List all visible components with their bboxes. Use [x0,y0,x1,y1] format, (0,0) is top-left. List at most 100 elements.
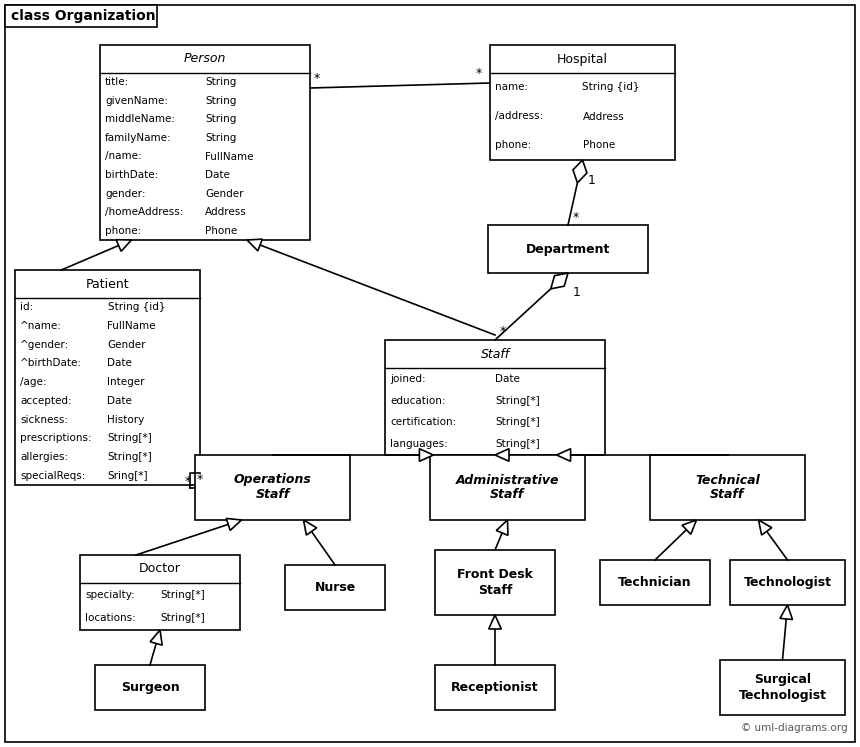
Text: Phone: Phone [205,226,237,236]
Text: class Organization: class Organization [11,9,156,23]
Text: joined:: joined: [390,374,426,384]
Text: languages:: languages: [390,439,448,449]
Bar [730,560,845,605]
Text: String[*]: String[*] [495,439,540,449]
Text: String: String [205,133,236,143]
Text: String {id}: String {id} [108,303,165,312]
Text: title:: title: [105,77,129,87]
Polygon shape [780,605,793,619]
Text: Date: Date [495,374,520,384]
Text: *: * [476,67,482,80]
Text: Surgical
Technologist: Surgical Technologist [739,674,826,701]
Text: allergies:: allergies: [20,452,68,462]
Text: Surgeon: Surgeon [120,681,180,694]
Polygon shape [247,239,262,251]
Polygon shape [495,449,509,462]
Text: String {id}: String {id} [582,82,640,93]
Polygon shape [116,240,132,251]
Bar [650,455,805,520]
Text: FullName: FullName [205,152,254,161]
Text: Staff: Staff [481,347,510,361]
Text: Technician: Technician [618,576,691,589]
Text: String[*]: String[*] [108,433,152,443]
Text: String[*]: String[*] [160,589,205,600]
Text: sickness:: sickness: [20,415,68,424]
Bar [430,455,585,520]
Text: String: String [205,77,236,87]
Polygon shape [226,518,242,530]
Polygon shape [496,520,508,536]
Text: *: * [500,326,507,338]
Text: ^name:: ^name: [20,321,62,331]
Text: Gender: Gender [108,340,146,350]
Text: certification:: certification: [390,418,457,427]
Text: Front Desk
Staff: Front Desk Staff [457,568,533,597]
Text: id:: id: [20,303,34,312]
Bar [195,455,350,520]
Bar [285,565,385,610]
Text: middleName:: middleName: [105,114,175,125]
Text: /age:: /age: [20,377,46,387]
Text: /homeAddress:: /homeAddress: [105,207,183,217]
Text: /name:: /name: [105,152,142,161]
Text: familyName:: familyName: [105,133,172,143]
Text: *: * [573,211,580,223]
Text: /address:: /address: [495,111,544,122]
Text: phone:: phone: [105,226,141,236]
Text: phone:: phone: [495,140,531,150]
Bar [490,45,675,160]
Text: © uml-diagrams.org: © uml-diagrams.org [741,723,848,733]
Bar [95,665,205,710]
Bar [100,45,310,240]
Polygon shape [682,520,697,534]
Text: *: * [197,473,203,486]
Text: Technologist: Technologist [744,576,832,589]
Text: Patient: Patient [86,277,129,291]
Text: ^gender:: ^gender: [20,340,70,350]
Bar [385,340,605,455]
Polygon shape [550,273,568,289]
Text: specialty:: specialty: [85,589,135,600]
Text: ^birthDate:: ^birthDate: [20,359,82,368]
Bar [80,555,240,630]
Text: Sring[*]: Sring[*] [108,471,148,480]
Text: Phone: Phone [582,140,615,150]
Polygon shape [150,630,163,645]
Bar [435,550,555,615]
Text: Integer: Integer [108,377,145,387]
Text: locations:: locations: [85,613,136,623]
Text: Gender: Gender [205,188,243,199]
Text: Date: Date [205,170,230,180]
Polygon shape [488,615,501,629]
Text: Address: Address [582,111,624,122]
Text: Operations
Staff: Operations Staff [234,474,311,501]
Text: Technical
Staff: Technical Staff [695,474,760,501]
Text: specialReqs:: specialReqs: [20,471,85,480]
Text: name:: name: [495,82,528,93]
Text: String[*]: String[*] [108,452,152,462]
Text: givenName:: givenName: [105,96,168,106]
Text: *: * [314,72,320,85]
Polygon shape [573,160,587,183]
Bar [5,5,157,27]
Text: FullName: FullName [108,321,156,331]
Text: Receptionist: Receptionist [452,681,539,694]
Polygon shape [759,520,771,535]
Text: birthDate:: birthDate: [105,170,158,180]
Text: Nurse: Nurse [315,581,356,594]
Text: gender:: gender: [105,188,145,199]
Text: String[*]: String[*] [160,613,205,623]
Text: *: * [185,474,191,488]
Text: String: String [205,114,236,125]
Bar [600,560,710,605]
Bar [488,225,648,273]
Bar [720,660,845,715]
Text: Administrative
Staff: Administrative Staff [456,474,559,501]
Polygon shape [304,520,316,535]
Text: History: History [108,415,144,424]
Text: Hospital: Hospital [557,52,608,66]
Text: 1: 1 [587,173,595,187]
Polygon shape [556,449,570,462]
Text: Date: Date [108,359,132,368]
Text: prescriptions:: prescriptions: [20,433,92,443]
